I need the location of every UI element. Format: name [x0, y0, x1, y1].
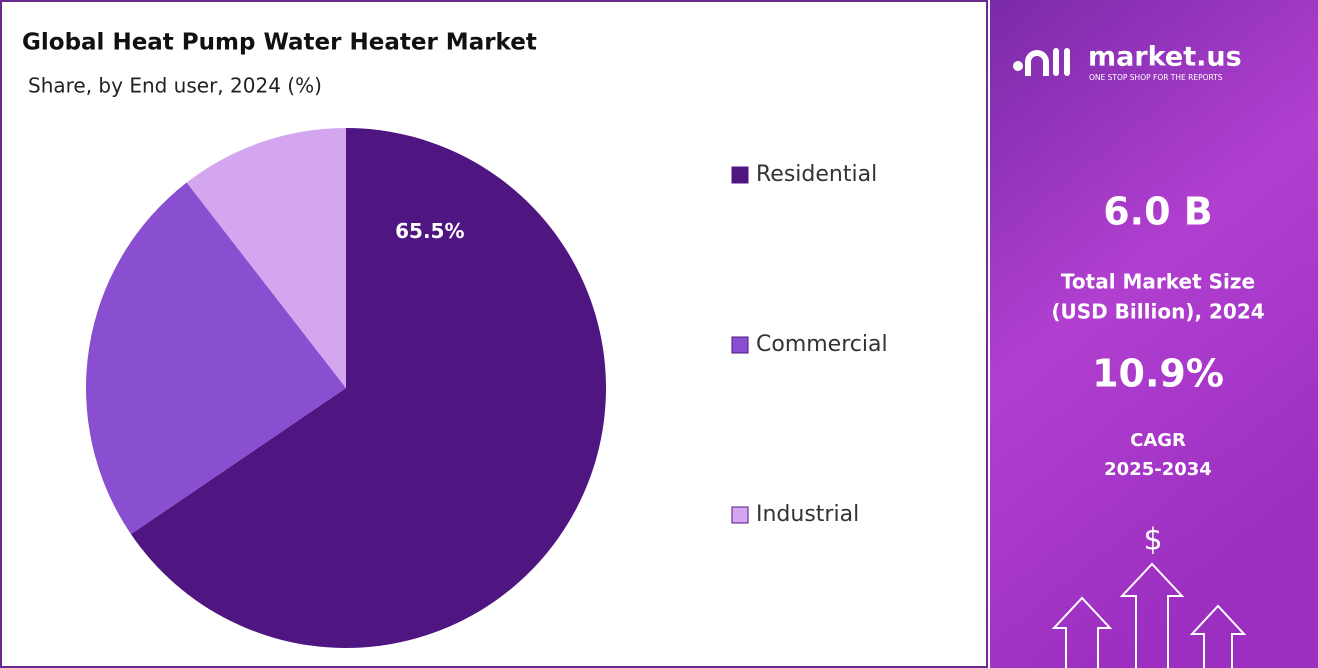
cagr-label: CAGR: [1130, 430, 1186, 451]
market-size: 6.0 B: [1103, 190, 1213, 234]
dollar-icon: $: [1143, 523, 1162, 558]
side-panel: [990, 0, 1318, 668]
cagr: 10.9%: [1092, 352, 1224, 396]
pie-slice: [130, 128, 606, 648]
pie-slice: [85, 182, 346, 535]
market-size-label: (USD Billion), 2024: [1051, 300, 1264, 324]
logo-icon: [1013, 48, 1070, 76]
legend-swatch: [731, 166, 749, 184]
arrows-icon: [1051, 562, 1247, 668]
pie: 65.5%: [85, 128, 606, 648]
pie-slice: [186, 128, 346, 388]
logo-text: market.us: [1088, 42, 1242, 73]
legend-swatch: [731, 506, 749, 524]
legend-swatch: [731, 336, 749, 354]
legend-label: Commercial: [756, 332, 888, 357]
logo-tagline: ONE STOP SHOP FOR THE REPORTS: [1089, 73, 1223, 82]
market-size-label: Total Market Size: [1061, 270, 1255, 294]
chart-subtitle: Share, by End user, 2024 (%): [28, 74, 322, 98]
cagr-label: 2025-2034: [1104, 459, 1212, 480]
legend-label: Industrial: [756, 502, 859, 527]
value-label: 65.5%: [395, 219, 464, 243]
legend: Residential Commercial Industrial: [731, 162, 888, 527]
legend-label: Residential: [756, 162, 877, 187]
chart-title: Global Heat Pump Water Heater Market: [22, 30, 537, 56]
